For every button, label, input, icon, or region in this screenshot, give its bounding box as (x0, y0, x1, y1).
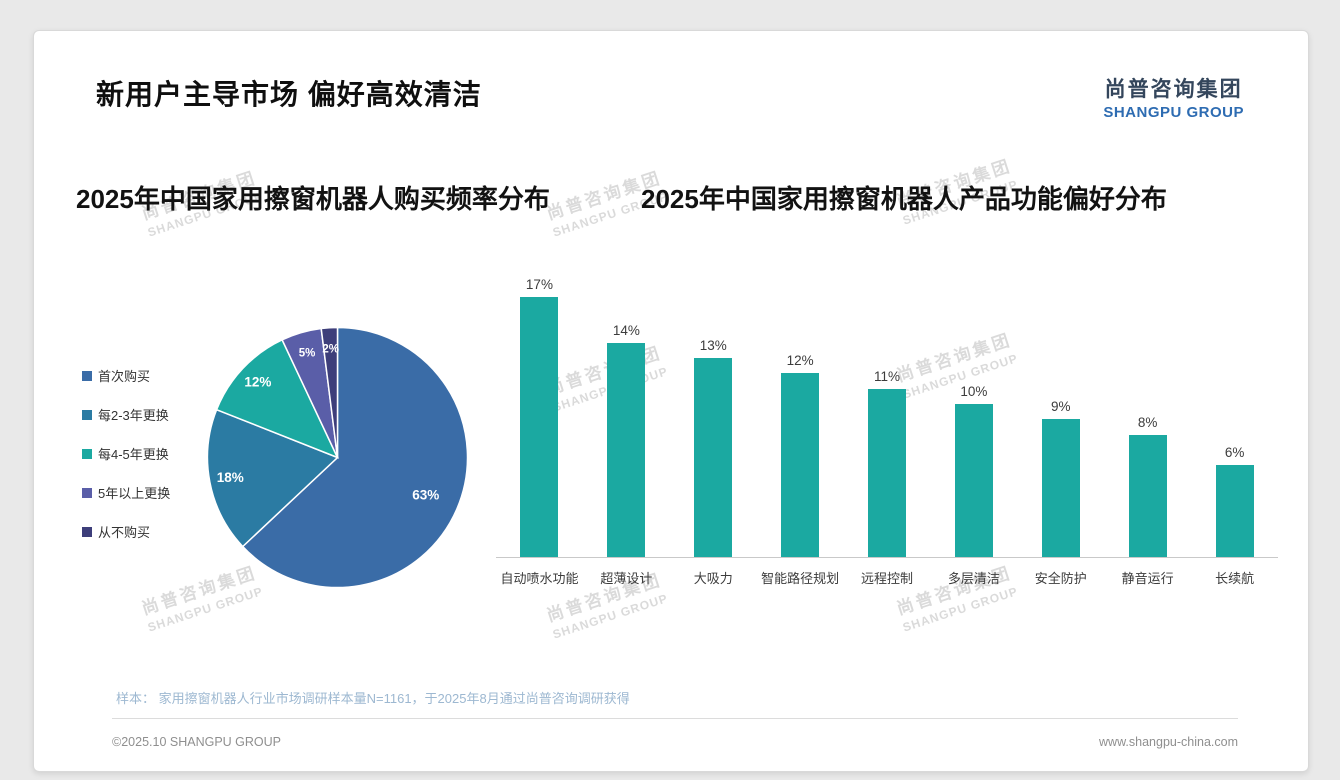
bar-value-label: 9% (1051, 399, 1071, 414)
bar-category-label: 多层清洁 (947, 571, 1000, 586)
bar (694, 358, 733, 557)
bar (868, 389, 906, 557)
legend-label: 首次购买 (98, 369, 151, 384)
bar-value-label: 14% (612, 323, 640, 338)
pie-chart-svg: 63% 18% 12% 5% 2% (206, 326, 469, 589)
bar-category-label: 智能路径规划 (761, 571, 840, 586)
legend-swatch (82, 448, 92, 459)
pie-slice-label: 63% (412, 488, 439, 503)
bar-group: 10% (930, 384, 1017, 557)
bar-value-label: 11% (873, 369, 901, 384)
pie-slice (320, 326, 339, 458)
bar (1128, 435, 1167, 557)
company-logo: 尚普咨询集团 SHANGPU GROUP (1103, 73, 1244, 121)
slide-footer: ©2025.10 SHANGPU GROUP www.shangpu-china… (112, 735, 1238, 749)
pie-slice-label: 18% (217, 470, 244, 485)
pie-chart-section: 首次购买每2-3年更换 每4-5年更换 5年以上更换 从不购买 63% 18% 12% 5%… (76, 216, 496, 600)
bar-category-label: 远程控制 (861, 571, 914, 586)
bar-category-label: 安全防护 (1034, 571, 1087, 586)
legend-swatch (82, 487, 92, 498)
bar (954, 404, 993, 557)
bar-value-label: 10% (960, 384, 988, 399)
legend-item: 5年以上更换 (82, 483, 200, 502)
legend-label: 5年以上更换 (98, 486, 171, 501)
charts-row: 首次购买每2-3年更换 每4-5年更换 5年以上更换 从不购买 63% 18% 12% 5%… (34, 216, 1308, 600)
pie-legend: 首次购买每2-3年更换 每4-5年更换 5年以上更换 从不购买 (82, 366, 200, 561)
bar-group: 6% (1191, 445, 1278, 557)
logo-english-text: SHANGPU GROUP (1103, 104, 1244, 121)
legend-item: 每2-3年更换 (82, 405, 200, 424)
legend-item: 首次购买 (82, 366, 200, 385)
bar-category-label: 静音运行 (1121, 571, 1174, 586)
legend-label: 每2-3年更换 (98, 408, 169, 423)
legend-label: 从不购买 (98, 525, 151, 540)
bar (520, 297, 559, 557)
pie-slice (206, 408, 339, 548)
website-text: www.shangpu-china.com (1099, 735, 1238, 749)
legend-swatch (82, 526, 92, 537)
bar-category-label: 大吸力 (693, 571, 733, 586)
bar-group: 12% (757, 353, 844, 557)
bar-category-labels: 自动喷水功能 超薄设计 大吸力 智能路径规划 远程控制 多层清洁 安全防护 静音运行 长续航 (496, 558, 1278, 587)
bar (781, 373, 820, 557)
bar-chart-plot: 17% 14% 13% 12% 11% 10% 9% 8% 6% (496, 272, 1278, 558)
slide-card: 尚普咨询集团 SHANGPU GROUP 尚普咨询集团 SHANGPU GROUP 尚普… (33, 30, 1309, 772)
pie-slice-label: 12% (244, 375, 271, 390)
legend-swatch (82, 409, 92, 420)
legend-item: 每4-5年更换 (82, 444, 200, 463)
bar-group: 8% (1104, 415, 1191, 557)
sample-note: 样本： 家用擦窗机器人行业市场调研样本量N=1161，于2025年8月通过尚普咨… (116, 691, 630, 706)
bar-chart-title: 2025年中国家用擦窗机器人产品功能偏好分布 (641, 184, 1167, 214)
bar (1215, 465, 1254, 557)
bar-category-label: 自动喷水功能 (500, 571, 579, 586)
legend-item: 从不购买 (82, 522, 200, 541)
bar-value-label: 8% (1137, 415, 1158, 430)
slide-title: 新用户主导市场 偏好高效清洁 (96, 79, 482, 110)
logo-chinese-text: 尚普咨询集团 (1104, 78, 1243, 101)
legend-label: 每4-5年更换 (98, 447, 169, 462)
pie-slice (215, 338, 339, 459)
pie-slice-label: 2% (322, 344, 339, 356)
pie-chart: 63% 18% 12% 5% 2% (200, 320, 475, 600)
pie-chart-title: 2025年中国家用擦窗机器人购买频率分布 (76, 184, 550, 214)
footer-divider (112, 718, 1238, 719)
bar-group: 9% (1017, 399, 1104, 557)
bar (1041, 419, 1080, 557)
bar-group: 14% (583, 323, 670, 557)
bar-value-label: 12% (786, 353, 814, 368)
chart-titles-row: 2025年中国家用擦窗机器人购买频率分布 2025年中国家用擦窗机器人产品功能偏… (34, 179, 1308, 216)
bar-value-label: 6% (1224, 445, 1245, 460)
pie-slice-label: 5% (299, 348, 316, 360)
bar-value-label: 13% (699, 338, 727, 353)
pie-slice (241, 326, 469, 589)
copyright-text: ©2025.10 SHANGPU GROUP (112, 735, 281, 749)
slide-header: 新用户主导市场 偏好高效清洁 尚普咨询集团 SHANGPU GROUP (34, 31, 1308, 121)
legend-swatch (82, 370, 92, 381)
bar-category-label: 长续航 (1215, 571, 1255, 586)
bar (607, 343, 646, 557)
bar-chart-section: 17% 14% 13% 12% 11% 10% 9% 8% 6% 自动喷水功能 超薄设计 大吸力 智能… (496, 216, 1282, 600)
bar-group: 11% (844, 369, 931, 557)
bar-category-label: 超薄设计 (600, 571, 653, 586)
bar-value-label: 17% (525, 277, 553, 292)
bar-group: 13% (670, 338, 757, 557)
bar-group: 17% (496, 277, 583, 557)
